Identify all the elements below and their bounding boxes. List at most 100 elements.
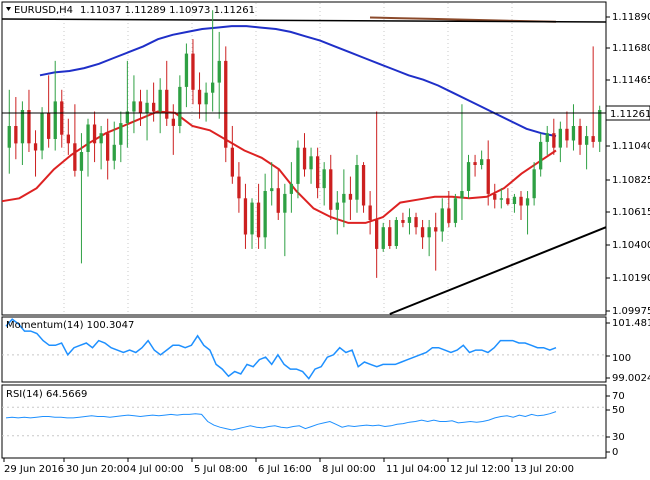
candle-body [440, 208, 444, 232]
candle-body [552, 133, 556, 148]
candle-body [40, 112, 44, 151]
candle-body [138, 101, 143, 113]
candle-body [178, 86, 182, 126]
rsi-tick: 50 [612, 405, 625, 416]
candle-body [20, 110, 25, 144]
candle-body [217, 60, 221, 83]
candle-body [132, 101, 136, 112]
candle-body [250, 202, 254, 235]
candle-body [493, 193, 497, 200]
main-panel-frame [1, 1, 607, 316]
candle-body [545, 133, 549, 142]
candle-body [401, 220, 405, 223]
candle-body [296, 147, 300, 184]
candle-body [283, 193, 287, 213]
candle-body [585, 136, 589, 145]
candle-body [558, 128, 562, 148]
candle-body [427, 227, 431, 238]
time-axis: 29 Jun 2016 30 Jun 20:00 4 Jul 00:00 5 J… [3, 458, 574, 475]
candle-body [447, 208, 451, 223]
candle-body [66, 134, 70, 144]
candle-body [525, 198, 530, 206]
candle-body [506, 198, 510, 205]
current-price-tag [605, 105, 650, 121]
candle-body [368, 205, 372, 220]
candle-body [361, 165, 366, 206]
candle-body [263, 191, 267, 238]
time-tick: 8 Jul 00:00 [322, 464, 376, 475]
candle-body [184, 53, 189, 87]
candle-body [197, 89, 202, 105]
time-tick: 5 Jul 08:00 [194, 464, 248, 475]
candle-body [165, 89, 169, 119]
candle-body [316, 156, 320, 189]
candle-body [14, 126, 18, 144]
candle-body [53, 101, 57, 139]
current-price-label: 1.11261 [610, 109, 650, 120]
candle-body [27, 110, 31, 144]
candle-body [414, 217, 418, 228]
candle-body [466, 162, 471, 191]
candle-body [211, 82, 215, 93]
candle-body [224, 60, 228, 148]
rsi-tick: 0 [612, 447, 618, 458]
candle-body [460, 191, 464, 199]
time-tick: 12 Jul 12:00 [450, 464, 510, 475]
resistance-line [1, 18, 607, 23]
candle-body [453, 198, 458, 223]
candle-body [47, 112, 51, 139]
candle-body [342, 193, 346, 203]
momentum-tick: 100 [612, 353, 631, 364]
candle-body [125, 111, 129, 124]
momentum-panel-frame [1, 316, 607, 383]
rsi-axis: RSI(14) 64.5669 70 50 30 0 [6, 389, 625, 458]
symbol-timeframe: EURUSD,H4 [14, 5, 73, 16]
candle-body [539, 141, 543, 170]
candle-body [335, 202, 339, 210]
ohlc-values: 1.11037 1.11289 1.10973 1.11261 [80, 5, 255, 16]
rsi-label: RSI(14) 64.5669 [6, 389, 87, 400]
candle-body [191, 53, 195, 90]
candle-body [329, 169, 333, 210]
rsi-tick: 70 [612, 391, 625, 402]
candle-body [270, 188, 274, 192]
candle-body [375, 220, 379, 249]
chevron-down-icon[interactable] [6, 7, 11, 11]
candle-body [145, 102, 149, 113]
candle-body [348, 193, 353, 200]
candle-body [407, 217, 412, 223]
candle-body [256, 202, 261, 238]
candle-body [499, 198, 503, 200]
candle-body [512, 196, 517, 204]
candle-body [302, 147, 307, 170]
price-tick: 1.11040 [612, 141, 650, 152]
momentum-axis: Momentum(14) 100.3047 101.4815 100 99.00… [6, 318, 650, 384]
rsi-tick: 30 [612, 432, 625, 443]
candle-body [119, 123, 123, 145]
candle-body [355, 165, 359, 200]
candle-body [237, 176, 241, 199]
candle-body [86, 124, 90, 152]
candle-body [394, 220, 398, 246]
sma-slow-line [39, 25, 557, 138]
time-tick: 13 Jul 20:00 [514, 464, 574, 475]
candle-body [591, 136, 595, 142]
momentum-line [5, 318, 557, 380]
candle-body [289, 183, 293, 194]
candle-body [420, 227, 425, 238]
price-tick: 1.11680 [612, 43, 650, 54]
candle-body [7, 126, 11, 148]
chart-header: EURUSD,H4 1.11037 1.11289 1.10973 1.1126… [6, 5, 255, 16]
candle-body [322, 169, 326, 189]
candle-body [434, 227, 438, 232]
time-tick: 6 Jul 16:00 [258, 464, 312, 475]
candle-body [243, 198, 248, 235]
candle-body [60, 101, 64, 135]
candle-body [112, 144, 116, 161]
price-tick: 1.10825 [612, 175, 650, 186]
candle-body [480, 159, 484, 165]
momentum-series [2, 318, 606, 380]
candle-body [73, 143, 77, 171]
